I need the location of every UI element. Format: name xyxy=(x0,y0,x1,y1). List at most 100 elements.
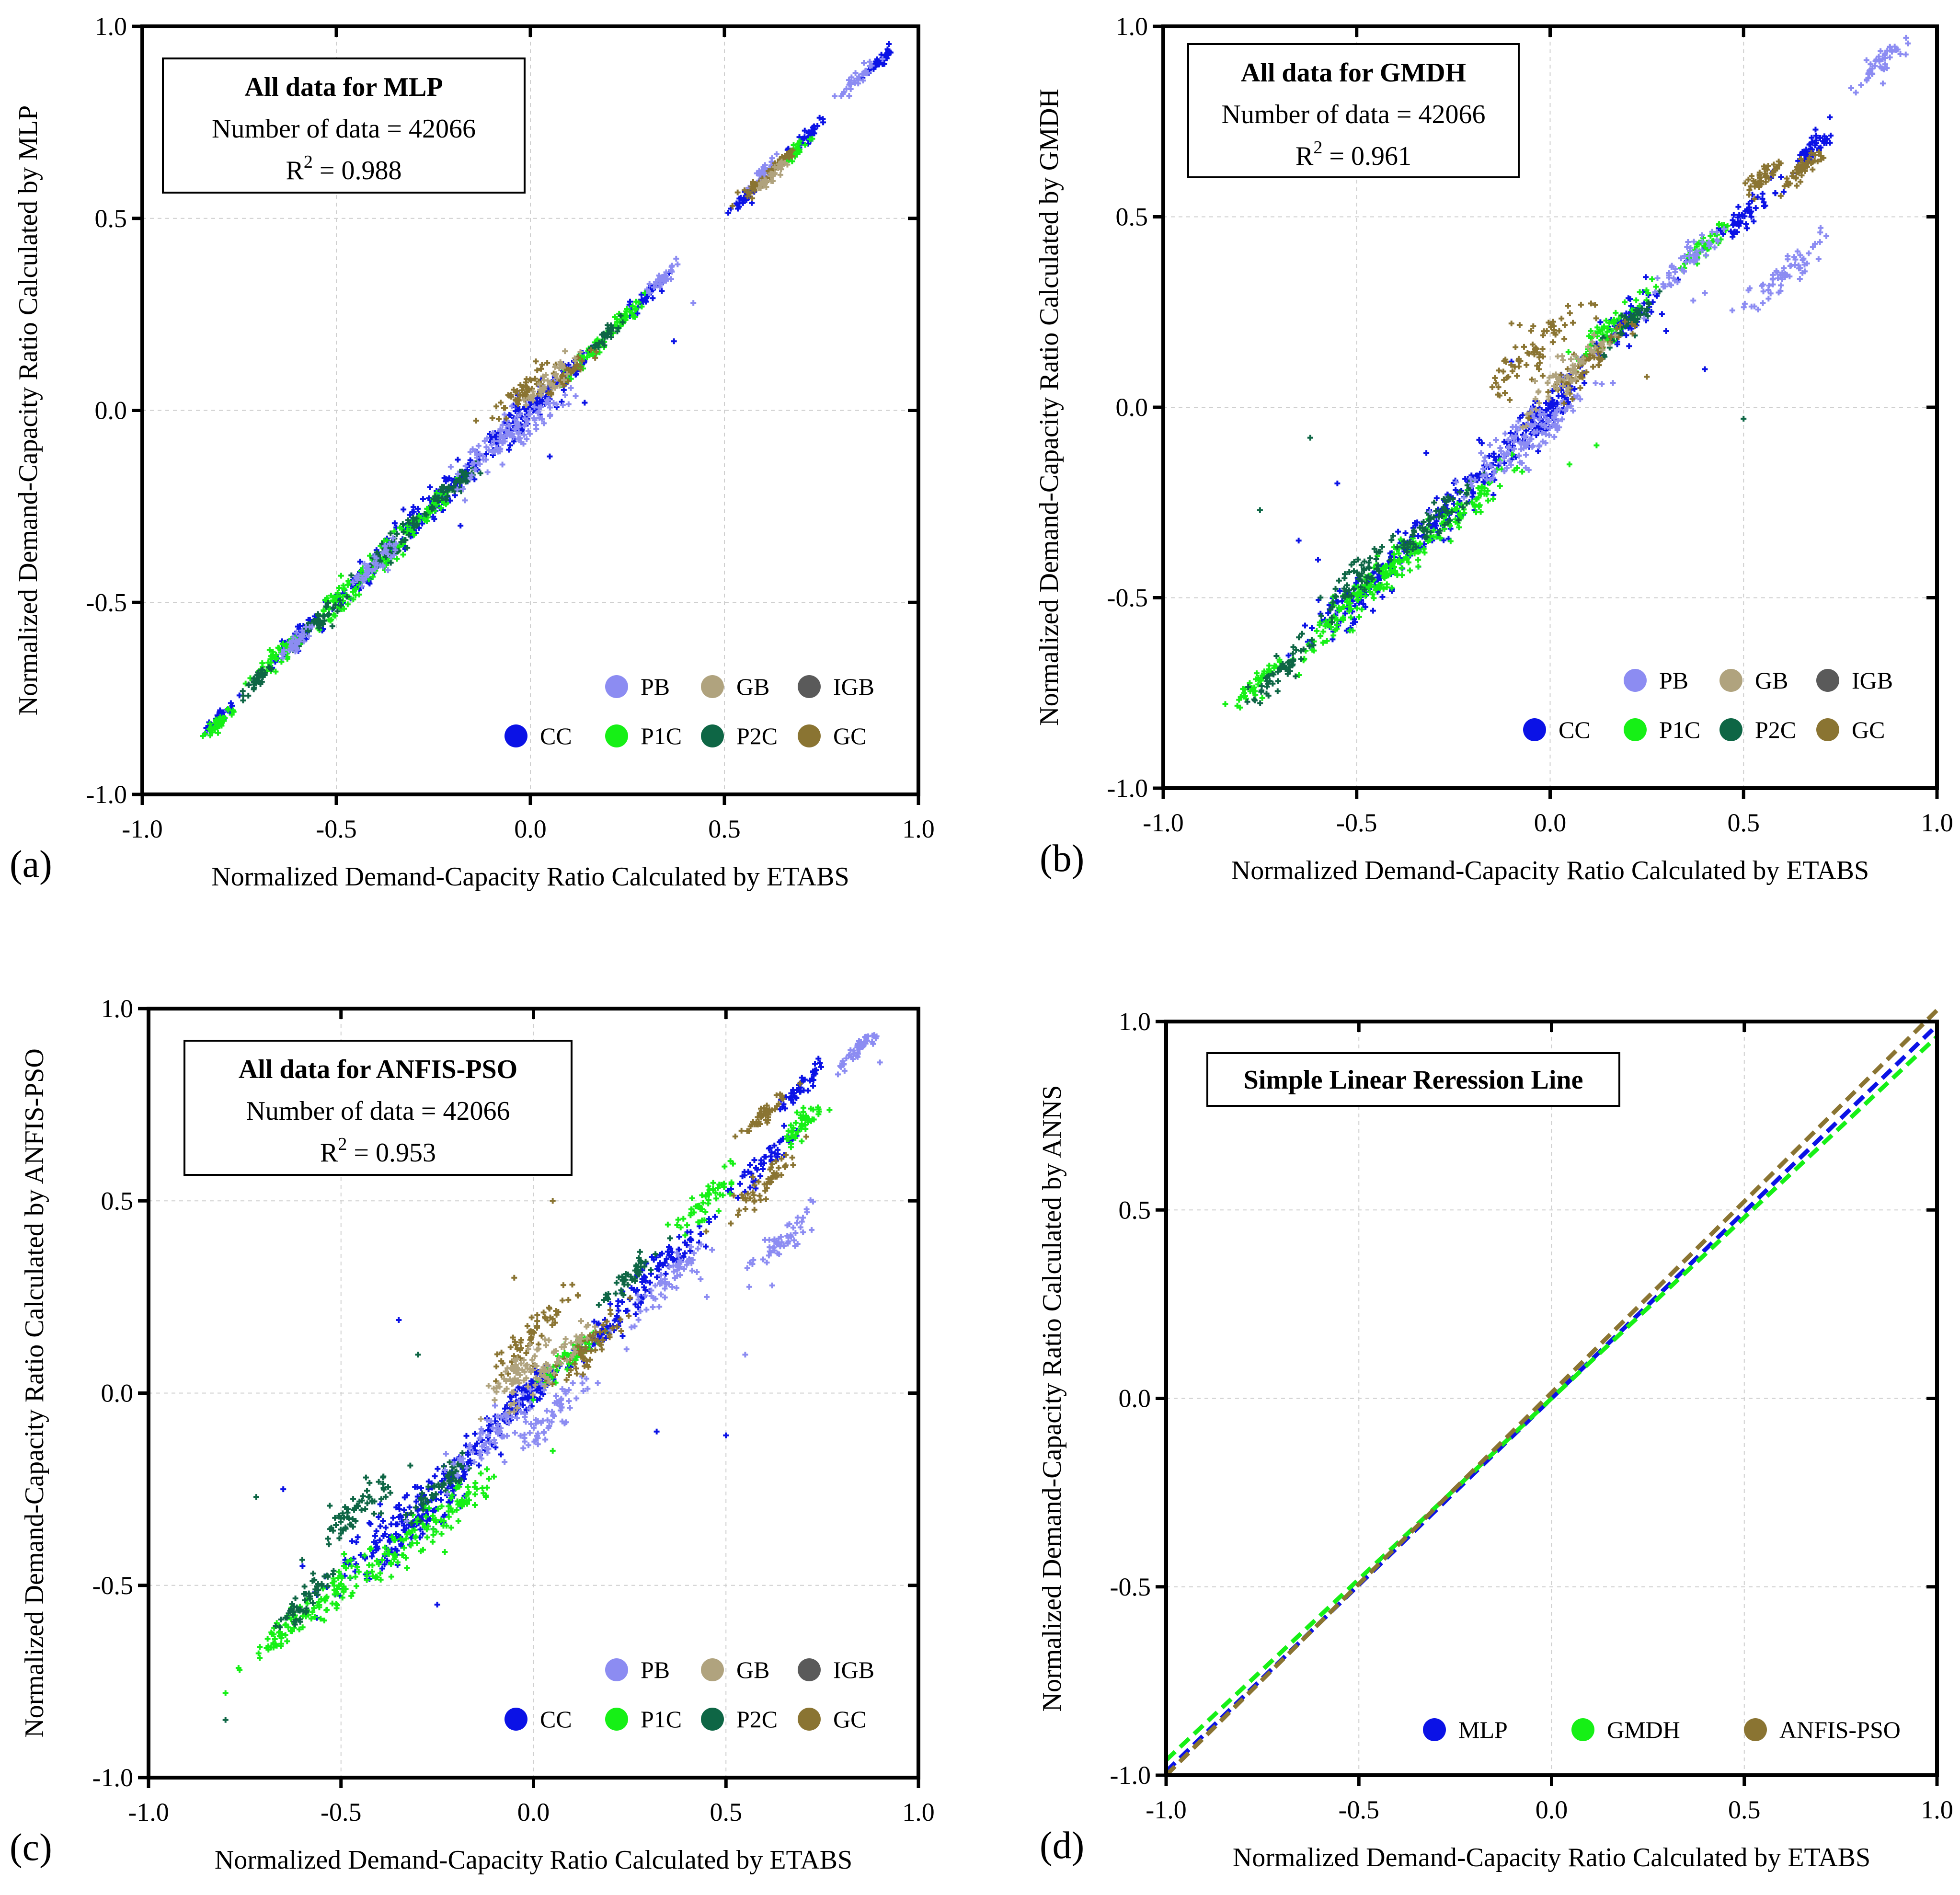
data-point xyxy=(518,439,524,446)
data-point xyxy=(1285,653,1292,659)
data-point xyxy=(347,1574,354,1581)
data-point xyxy=(1397,559,1403,565)
data-point xyxy=(432,1473,438,1480)
data-point xyxy=(506,423,513,429)
data-point xyxy=(559,399,565,405)
data-point xyxy=(516,397,522,403)
data-point xyxy=(1441,506,1447,513)
data-point xyxy=(251,686,257,692)
data-point xyxy=(1690,298,1696,304)
data-point xyxy=(1730,233,1736,240)
data-point xyxy=(1778,282,1784,288)
data-point xyxy=(1311,647,1317,654)
panel-c: -1.0-1.0-0.5-0.50.00.00.50.51.01.0Normal… xyxy=(10,994,935,1875)
data-point xyxy=(354,574,360,580)
data-point xyxy=(809,136,815,142)
data-point xyxy=(1351,586,1357,592)
data-point xyxy=(1483,471,1490,478)
legend-marker-P1C xyxy=(1624,718,1647,741)
data-point xyxy=(1519,460,1525,466)
data-point xyxy=(675,261,681,267)
data-point xyxy=(1729,307,1735,313)
data-point xyxy=(420,496,426,502)
data-point xyxy=(245,692,252,699)
data-point xyxy=(1543,415,1549,422)
data-point xyxy=(769,159,775,165)
data-point xyxy=(697,1231,703,1237)
legend-marker-GB xyxy=(701,675,724,698)
data-point xyxy=(294,647,300,653)
data-point xyxy=(1394,544,1400,550)
data-point xyxy=(404,1565,410,1571)
data-point xyxy=(633,305,639,311)
data-point xyxy=(1502,430,1508,436)
data-point xyxy=(497,446,503,452)
info-title: All data for MLP xyxy=(244,72,443,102)
data-point xyxy=(729,203,735,209)
data-point xyxy=(810,1083,816,1089)
data-point xyxy=(1552,424,1559,430)
data-point xyxy=(503,415,509,422)
data-point xyxy=(1755,307,1761,313)
data-point xyxy=(1740,213,1746,219)
data-point xyxy=(1531,430,1537,436)
data-point xyxy=(1315,557,1321,563)
data-point xyxy=(1490,450,1497,457)
data-point xyxy=(511,387,517,393)
data-point xyxy=(430,514,436,520)
data-point xyxy=(255,669,261,676)
data-point xyxy=(1666,270,1672,276)
data-point xyxy=(1357,584,1364,590)
data-point xyxy=(1878,48,1884,54)
data-point xyxy=(648,1267,654,1273)
data-point xyxy=(1457,489,1463,495)
data-point xyxy=(667,1235,673,1241)
data-point xyxy=(1853,90,1859,96)
data-point xyxy=(1356,614,1362,620)
data-point xyxy=(1586,333,1592,339)
data-point xyxy=(1487,442,1493,448)
data-point xyxy=(1780,189,1787,195)
data-point xyxy=(1455,501,1461,506)
data-point xyxy=(1810,166,1816,172)
data-point xyxy=(537,387,543,393)
legend-label-GB: GB xyxy=(1755,667,1788,694)
data-point xyxy=(1236,697,1242,703)
data-point xyxy=(1356,588,1363,595)
data-point xyxy=(860,78,866,84)
data-point xyxy=(1309,625,1315,631)
data-point xyxy=(306,621,312,627)
data-point xyxy=(751,1157,757,1163)
data-point xyxy=(550,400,557,406)
data-point xyxy=(1748,214,1754,220)
data-point xyxy=(1323,621,1330,627)
data-point xyxy=(1730,217,1736,223)
data-point xyxy=(1770,281,1776,287)
data-point xyxy=(459,486,466,493)
data-point xyxy=(1521,434,1527,440)
data-point xyxy=(1274,668,1281,675)
panel-tag: (b) xyxy=(1040,838,1084,880)
data-point xyxy=(1293,647,1299,653)
data-point xyxy=(1812,241,1818,247)
data-point xyxy=(1507,397,1513,403)
data-point xyxy=(1401,545,1407,551)
data-point xyxy=(1708,233,1714,239)
data-point xyxy=(1806,250,1812,256)
data-point xyxy=(1462,476,1468,482)
data-point xyxy=(1342,610,1348,617)
data-point xyxy=(1461,494,1467,501)
data-point xyxy=(386,541,392,547)
data-point xyxy=(409,509,415,515)
data-point xyxy=(1234,702,1240,709)
data-point xyxy=(541,420,547,426)
data-point xyxy=(658,1291,664,1298)
data-point xyxy=(1606,320,1613,326)
data-point xyxy=(547,453,553,459)
info-r2: R2 = 0.961 xyxy=(1295,138,1411,171)
data-point xyxy=(509,430,516,436)
data-point xyxy=(749,195,756,202)
data-point xyxy=(1574,392,1581,399)
data-point xyxy=(572,358,578,365)
data-point xyxy=(215,730,221,736)
